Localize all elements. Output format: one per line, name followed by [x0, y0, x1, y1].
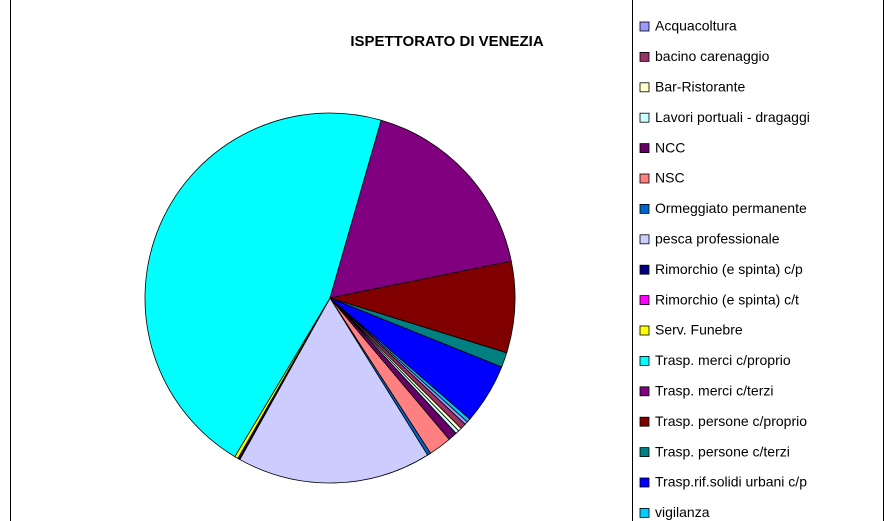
legend-swatch: [639, 52, 650, 62]
legend-swatch: [639, 203, 650, 214]
legend-label: bacino carenaggio: [655, 48, 770, 64]
legend-label: Trasp.rif.solidi urbani c/p: [655, 474, 807, 490]
legend-swatch: [639, 477, 650, 488]
legend-label: pesca professionale: [655, 231, 780, 247]
legend-swatch: [639, 507, 650, 518]
legend-swatch: [639, 234, 650, 245]
legend-label: Acquacoltura: [655, 18, 737, 34]
legend-label: Lavori portuali - dragaggi: [655, 109, 810, 125]
legend-swatch: [639, 21, 650, 32]
legend-swatch: [639, 173, 650, 184]
legend-label: NCC: [655, 139, 685, 155]
legend-swatch: [639, 325, 650, 336]
legend-swatch: [639, 264, 650, 275]
legend-label: NSC: [655, 170, 685, 186]
legend-label: Rimorchio (e spinta) c/t: [655, 291, 799, 307]
legend-label: Ormeggiato permanente: [655, 200, 807, 216]
pie-slice: [329, 297, 471, 423]
legend-swatch: [639, 447, 650, 458]
legend-swatch: [639, 143, 650, 154]
legend-label: Trasp. merci c/terzi: [655, 383, 774, 399]
legend-label: Trasp. persone c/terzi: [655, 443, 790, 459]
chart-title: ISPETTORATO DI VENEZIA: [350, 33, 544, 50]
pie-slice: [144, 112, 382, 458]
pie-slice: [329, 260, 516, 354]
pie-slice: [329, 119, 512, 299]
pie-slice: [239, 297, 429, 484]
legend-swatch: [639, 112, 650, 123]
legend-label: Trasp. merci c/proprio: [655, 352, 791, 368]
legend-swatch: [639, 295, 650, 306]
legend-swatch: [639, 386, 650, 397]
legend-label: Trasp. persone c/proprio: [655, 413, 807, 429]
legend-swatch: [639, 355, 650, 366]
legend-label: Bar-Ristorante: [655, 79, 745, 95]
legend-label: Serv. Funebre: [655, 322, 743, 338]
legend-label: vigilanza: [655, 504, 710, 520]
legend-label: Rimorchio (e spinta) c/p: [655, 261, 803, 277]
legend-swatch: [639, 416, 650, 427]
legend-swatch: [639, 82, 650, 93]
